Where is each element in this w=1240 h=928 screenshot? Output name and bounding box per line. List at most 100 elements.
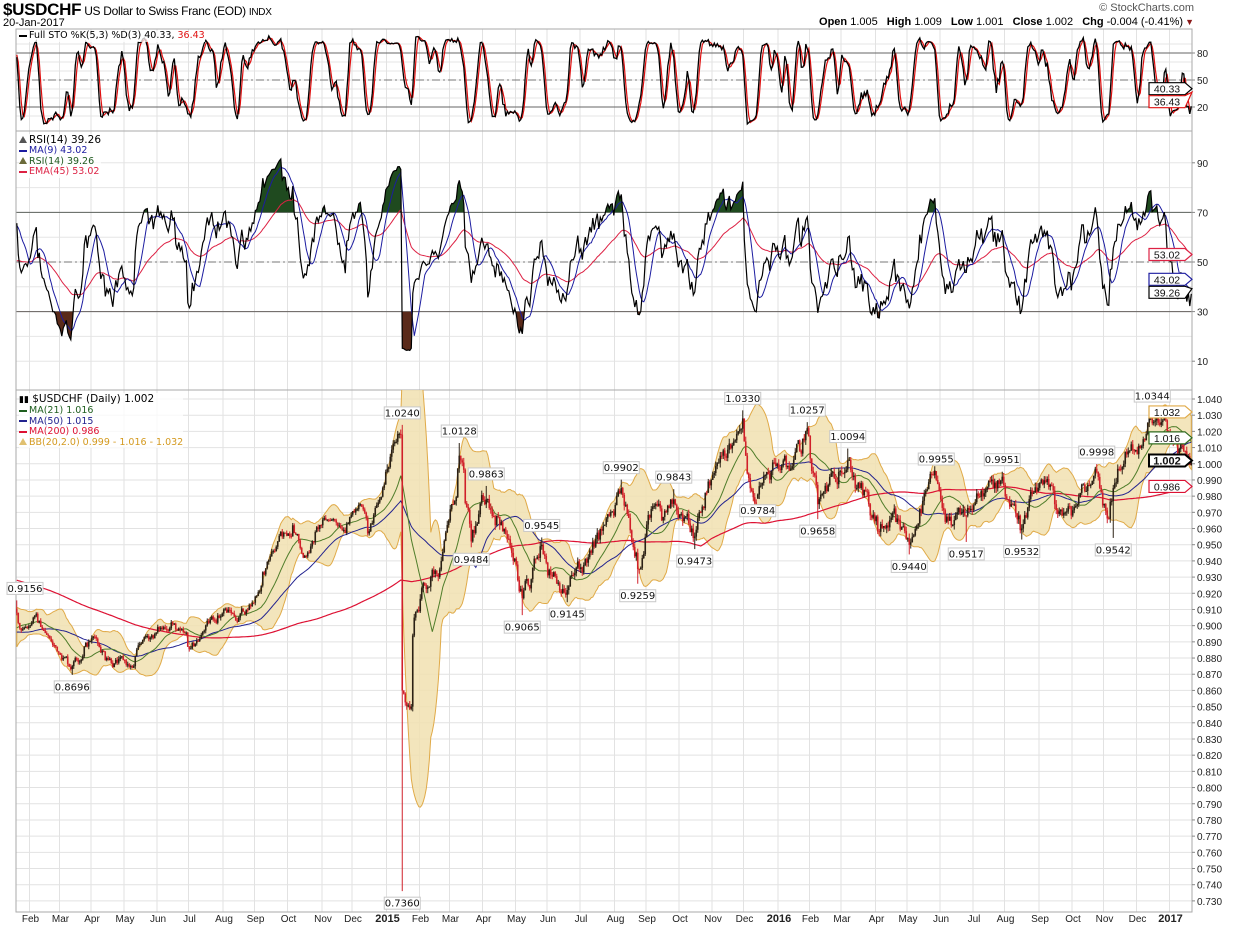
x-axis-label: May <box>899 914 918 925</box>
price-axis-label: 0.750 <box>1197 865 1222 876</box>
bar-body <box>795 444 798 453</box>
price-bar <box>1082 483 1085 486</box>
instrument-name: US Dollar to Swiss Franc (EOD) <box>84 4 246 18</box>
price-bar <box>573 568 576 580</box>
bar-body <box>384 471 387 485</box>
bar-body <box>947 516 950 521</box>
bar-body <box>800 450 803 454</box>
annotation-label: 0.9784 <box>740 506 775 517</box>
bar-body <box>774 462 777 467</box>
price-bar <box>620 479 623 495</box>
price-bar <box>776 462 779 469</box>
price-bar <box>374 506 377 518</box>
bar-body <box>20 628 23 631</box>
price-bar <box>93 634 96 639</box>
bar-body <box>1154 420 1157 422</box>
bar-body <box>813 473 816 476</box>
price-bar <box>491 506 494 519</box>
price-bar <box>969 505 972 512</box>
rsi-axis-label: 50 <box>1197 258 1209 269</box>
price-bar <box>905 526 908 540</box>
price-bar <box>315 525 318 533</box>
price-bar <box>81 654 84 661</box>
bar-body <box>191 642 194 649</box>
bar-body <box>675 504 678 511</box>
bar-body <box>1143 439 1146 441</box>
price-bar <box>821 492 824 497</box>
price-bar <box>525 575 528 584</box>
bar-body <box>200 634 203 639</box>
price-bar <box>1056 508 1059 518</box>
bar-body <box>729 443 732 449</box>
price-bar <box>540 537 543 550</box>
bar-body <box>264 568 267 575</box>
bar-body <box>330 519 333 521</box>
rsi-ema45-line <box>16 198 1192 296</box>
bar-body <box>1092 475 1095 481</box>
bar-body <box>993 482 996 489</box>
price-bar <box>71 664 74 675</box>
price-bar <box>791 463 794 471</box>
bar-body <box>225 608 228 613</box>
rsi-value-tag: 39.26 <box>1148 285 1193 299</box>
price-bar <box>72 660 75 669</box>
price-bar <box>438 567 441 579</box>
price-bar <box>950 512 953 528</box>
price-bar <box>465 500 468 508</box>
price-bar <box>224 607 227 611</box>
symbol: $USDCHF <box>3 0 82 19</box>
price-bar <box>849 456 852 473</box>
bar-body <box>390 449 393 457</box>
sto-value-tag: 40.33 <box>1148 82 1193 96</box>
value-tag-box <box>1148 82 1193 96</box>
bar-body <box>357 505 360 510</box>
price-bar <box>575 566 578 577</box>
bar-body <box>537 556 540 558</box>
bar-body <box>462 462 465 470</box>
bar-body <box>251 602 254 607</box>
price-bar <box>774 458 777 467</box>
bar-body <box>219 616 222 618</box>
bar-body <box>1070 506 1073 516</box>
price-bar <box>305 554 308 558</box>
price-bar <box>960 508 963 516</box>
bar-body <box>332 519 335 521</box>
price-bar <box>290 533 293 539</box>
bar-body <box>536 556 539 559</box>
bar-body <box>914 529 917 536</box>
value-tag-box <box>1148 453 1194 468</box>
price-bar <box>309 543 312 554</box>
bar-body <box>618 490 621 494</box>
price-bar <box>155 632 158 636</box>
bar-body <box>525 578 528 581</box>
price-bar <box>263 570 266 576</box>
price-bar <box>695 526 698 541</box>
price-bar <box>570 570 573 580</box>
bar-body <box>414 611 417 618</box>
bar-body <box>405 702 408 707</box>
price-annotation: 0.9517 <box>947 547 985 561</box>
bar-body <box>441 552 444 561</box>
bar-body <box>420 588 423 599</box>
price-bar <box>785 454 788 470</box>
bar-body <box>204 625 207 631</box>
annotation-label: 0.9542 <box>1096 545 1131 556</box>
price-bar <box>303 554 306 559</box>
price-bar <box>747 472 750 482</box>
bar-body <box>509 539 512 546</box>
price-axis-label: 0.890 <box>1197 638 1222 649</box>
bar-body <box>966 507 969 516</box>
price-bar <box>1086 482 1089 496</box>
price-bar <box>521 585 524 616</box>
price-bar <box>1053 486 1056 510</box>
bar-body <box>1158 422 1161 425</box>
bar-body <box>857 482 860 489</box>
price-bar <box>753 493 756 507</box>
price-annotation: 0.9532 <box>1003 545 1041 559</box>
price-bar <box>492 511 495 518</box>
bar-body <box>110 658 113 663</box>
bar-body <box>1014 504 1017 514</box>
bar-body <box>716 462 719 467</box>
bar-body <box>182 629 185 632</box>
bar-body <box>1091 480 1094 485</box>
